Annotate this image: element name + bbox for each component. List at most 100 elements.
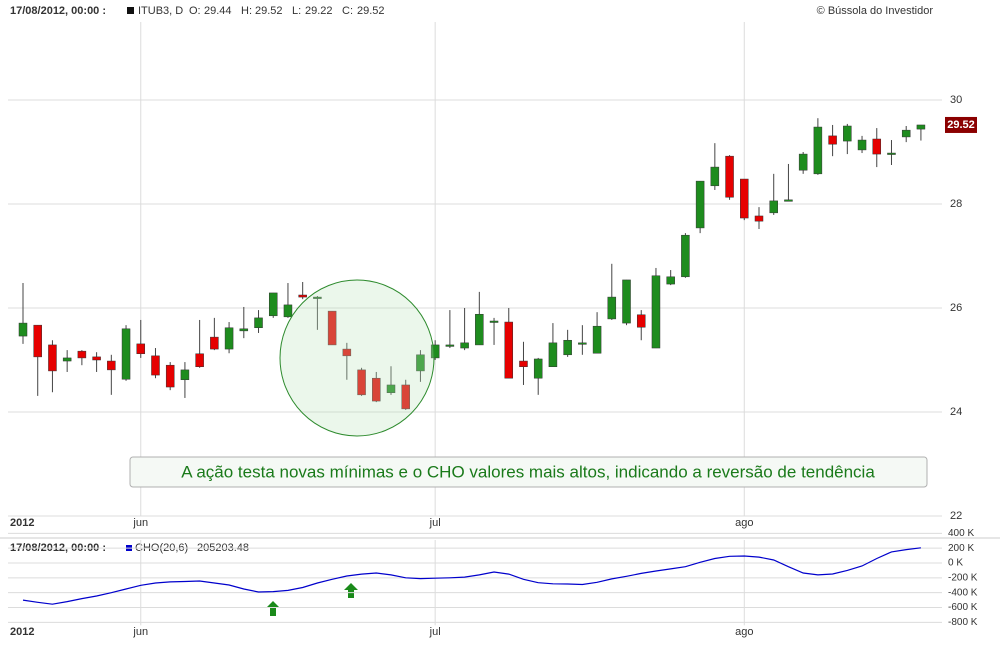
candle-body xyxy=(268,292,278,317)
candle-body xyxy=(548,342,558,368)
candle-body xyxy=(165,364,175,388)
candle-body xyxy=(445,344,455,347)
candle-body xyxy=(121,328,131,380)
candle-body xyxy=(725,155,734,198)
y-tick-label: 0 K xyxy=(948,558,963,569)
header-datetime: 17/08/2012, 00:00 : xyxy=(10,5,106,17)
candle-body xyxy=(519,360,528,368)
y-tick-label: 200 K xyxy=(948,543,974,554)
header-symbol: ITUB3, D xyxy=(138,5,183,17)
candle-body xyxy=(695,180,705,229)
candle-body xyxy=(710,166,720,187)
candle-body xyxy=(798,153,808,171)
last-price-box xyxy=(945,116,977,133)
symbol-marker xyxy=(127,7,134,14)
x-tick-label: jun xyxy=(132,517,148,529)
candle-body xyxy=(578,342,587,345)
candle-body xyxy=(372,377,381,402)
candle-body xyxy=(651,275,661,349)
candle-body xyxy=(622,279,631,324)
candle-body xyxy=(401,384,410,410)
x-tick-label: 2012 xyxy=(10,626,34,638)
candle-body xyxy=(180,369,190,381)
candle-body xyxy=(489,320,499,323)
x-tick-label: jul xyxy=(429,517,441,529)
candle-body xyxy=(77,350,87,359)
candle-body xyxy=(195,353,204,368)
candle-body xyxy=(18,322,28,337)
candle-body xyxy=(327,310,337,346)
credit: © Bússola do Investidor xyxy=(817,5,934,17)
y-tick-label: -200 K xyxy=(948,572,978,583)
ohlc-label: O: xyxy=(189,5,201,17)
ohlc-value: 29.22 xyxy=(305,5,333,17)
candle-body xyxy=(298,294,307,298)
candle-body xyxy=(769,200,778,214)
candle-body xyxy=(901,129,911,138)
candle-body xyxy=(916,124,926,130)
candle-body xyxy=(430,344,440,359)
indicator-line xyxy=(22,547,921,605)
candle-body xyxy=(151,355,160,376)
ohlc-label: C: xyxy=(342,5,353,17)
candle-body xyxy=(843,125,852,142)
candle-body xyxy=(210,336,219,350)
highlight-circle xyxy=(279,279,435,437)
candle-body xyxy=(828,135,837,145)
candle-body xyxy=(48,344,57,372)
y-tick-label: 26 xyxy=(950,302,962,314)
candle-body xyxy=(224,327,234,350)
candle-body xyxy=(460,342,469,349)
y-tick-label: 400 K xyxy=(948,528,974,539)
ohlc-label: H: xyxy=(241,5,252,17)
x-tick-label: ago xyxy=(735,517,753,529)
candle-body xyxy=(283,304,293,318)
candle-body xyxy=(357,369,366,396)
candle-body xyxy=(740,178,749,219)
candle-body xyxy=(533,358,543,379)
candle-body xyxy=(239,328,249,332)
candle-body xyxy=(342,348,352,357)
y-tick-label: 30 xyxy=(950,94,962,106)
candle-body xyxy=(592,325,602,354)
ohlc-value: 29.52 xyxy=(255,5,283,17)
candle-body xyxy=(386,384,396,394)
candle-body xyxy=(666,276,675,285)
y-tick-label: -600 K xyxy=(948,602,978,613)
y-tick-label: -800 K xyxy=(948,617,978,628)
x-tick-label: jul xyxy=(429,626,441,638)
candle-body xyxy=(313,296,322,299)
ohlc-label: L: xyxy=(292,5,301,17)
candle-body xyxy=(136,343,146,355)
candle-body xyxy=(813,126,823,175)
ohlc-value: 29.52 xyxy=(357,5,385,17)
x-tick-label: ago xyxy=(735,626,753,638)
candle-body xyxy=(92,356,101,361)
candle-body xyxy=(887,152,896,155)
candle-body xyxy=(784,199,793,202)
candle-body xyxy=(62,357,72,362)
candle-body xyxy=(636,314,646,328)
candle-body xyxy=(563,339,572,356)
signal-arrow xyxy=(344,583,358,598)
candle-body xyxy=(754,215,764,222)
candle-body xyxy=(504,321,514,379)
candle-body xyxy=(607,296,617,320)
y-tick-label: 28 xyxy=(950,198,962,210)
x-tick-label: jun xyxy=(132,626,148,638)
price-panel: 22 24 26 28 30 2012 jun jul ago 29.52 xyxy=(8,22,977,529)
ohlc-value: 29.44 xyxy=(204,5,232,17)
candle-body xyxy=(254,317,263,329)
annotation: A ação testa novas mínimas e o CHO valor… xyxy=(181,462,875,481)
y-tick-label: -400 K xyxy=(948,587,978,598)
annotation-box xyxy=(129,456,928,488)
candle-body xyxy=(872,138,882,155)
signal-arrow xyxy=(266,601,280,616)
candle-body xyxy=(107,360,116,371)
candle-body xyxy=(857,139,867,151)
x-tick-label: 2012 xyxy=(10,517,34,529)
last-price: 29.52 xyxy=(947,119,975,131)
candle-body xyxy=(475,313,484,346)
y-tick-label: 24 xyxy=(950,406,962,418)
